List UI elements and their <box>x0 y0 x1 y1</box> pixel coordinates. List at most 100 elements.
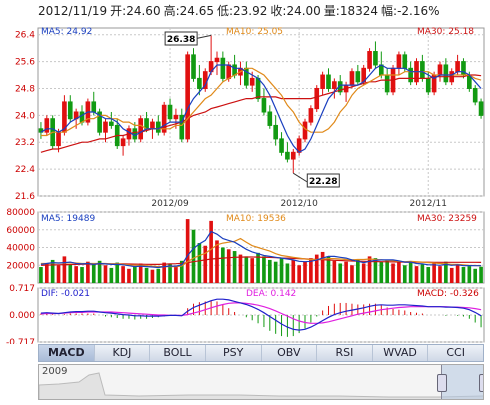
volume-legend-ma5: MA5: 19489 <box>41 214 95 224</box>
candle-up <box>185 54 190 140</box>
candle-down <box>273 124 278 140</box>
volume-bar-down <box>285 263 290 283</box>
candle-down <box>232 64 237 76</box>
candle-down <box>267 111 273 126</box>
price-y-tick: 23.2 <box>15 138 35 148</box>
volume-bar-down <box>68 264 73 283</box>
candle-down <box>144 118 149 130</box>
volume-bar-down <box>473 268 478 283</box>
tab-cci[interactable]: CCI <box>446 346 465 359</box>
volume-bar-down <box>97 260 102 283</box>
volume-bar-up <box>86 261 90 283</box>
tab-psy[interactable]: PSY <box>206 345 262 361</box>
candle-down <box>167 104 173 120</box>
candle-up <box>396 54 402 69</box>
macd-y-tick: -0.717 <box>6 338 35 344</box>
volume-bar-up <box>150 269 155 283</box>
price-panel-frame <box>37 27 485 197</box>
volume-bar-up <box>226 249 231 283</box>
x-tick-label: 2012/11 <box>410 199 447 209</box>
volume-bar-down <box>221 247 225 283</box>
volume-bar-up <box>455 265 460 283</box>
candle-up <box>44 118 50 133</box>
navigator-window[interactable] <box>437 365 483 399</box>
price-y-tick: 24.0 <box>15 111 35 121</box>
candle-up <box>302 121 308 140</box>
quote-header: 2012/11/19 开:24.60 高:24.65 低:23.92 收:24.00 量:… <box>0 0 490 22</box>
volume-bar-up <box>44 263 49 283</box>
candle-down <box>402 54 408 69</box>
candle-up <box>349 71 355 86</box>
tab-rsi[interactable]: RSI <box>317 345 373 361</box>
high-annotation-box <box>164 31 198 46</box>
volume-bar-up <box>215 240 219 283</box>
macd-legend-macd: MACD: -0.326 <box>417 289 479 299</box>
low-value: 23.92 <box>233 4 268 18</box>
navigator-left-handle[interactable] <box>437 374 447 392</box>
volume-bar-up <box>397 260 401 283</box>
candle-up <box>332 81 337 89</box>
candle-down <box>478 101 484 116</box>
tab-macd[interactable]: MACD <box>39 345 95 361</box>
volume-bar-up <box>320 251 325 283</box>
candle-down <box>91 101 97 113</box>
candle-up <box>161 104 167 133</box>
volume-bar-down <box>356 259 360 283</box>
volume-bar-down <box>144 267 149 283</box>
volume-bar-up <box>103 265 108 283</box>
candle-down <box>261 98 267 113</box>
open-label: 开: <box>110 4 127 18</box>
price-ma5-line <box>40 64 482 154</box>
low-label: 低: <box>216 4 234 18</box>
volume-bar-up <box>121 266 125 283</box>
tab-kdj[interactable]: KDJ <box>95 345 151 361</box>
price-legend-ma5: MA5: 24.92 <box>41 27 92 37</box>
volume-bar-down <box>402 265 407 283</box>
volume-bar-up <box>127 268 131 283</box>
navigator-right-handle[interactable] <box>479 374 483 392</box>
volume-bar-up <box>185 219 190 283</box>
tab-obv[interactable]: OBV <box>262 345 318 361</box>
price-y-tick: 26.4 <box>15 31 35 41</box>
candle-down <box>109 121 114 126</box>
tab-boll[interactable]: BOLL <box>150 345 206 361</box>
candle-up <box>308 108 314 123</box>
candle-down <box>155 121 161 133</box>
volume-bar-up <box>250 258 255 283</box>
volume-bar-up <box>74 266 78 283</box>
volume-bar-down <box>326 256 331 283</box>
tab-wvad[interactable]: WVAD <box>373 345 429 361</box>
volume-bar-down <box>385 259 389 283</box>
change-label: 幅: <box>381 4 398 18</box>
candle-down <box>355 71 361 83</box>
x-tick-label: 2012/10 <box>280 199 318 209</box>
candle-down <box>79 111 85 123</box>
volume-bar-down <box>191 229 196 283</box>
volume-bar-up <box>303 261 307 283</box>
volume-y-tick: 60000 <box>6 226 35 236</box>
volume-bar-down <box>279 258 284 283</box>
volume-bar-down <box>408 262 413 283</box>
volume-bar-down <box>133 267 137 283</box>
price-ma10-line <box>40 67 482 137</box>
volume-bar-up <box>432 263 436 283</box>
volume-bar-up <box>138 263 143 283</box>
candle-up <box>173 114 179 120</box>
candle-down <box>472 87 478 103</box>
range-navigator[interactable]: 2009 <box>38 364 484 400</box>
candle-up <box>120 138 126 147</box>
volume-bar-down <box>244 256 249 283</box>
volume-bar-down <box>39 267 43 283</box>
volume-bar-down <box>168 264 172 283</box>
candle-down <box>408 67 413 83</box>
candle-up <box>150 121 155 130</box>
candle-down <box>285 151 290 160</box>
candle-down <box>255 77 261 100</box>
high-value: 24.65 <box>179 4 214 18</box>
volume-y-tick: 40000 <box>6 244 35 254</box>
price-y-tick: 21.6 <box>15 192 35 202</box>
chart-canvas[interactable]: 26.4 25.6 24.8 24.0 23.2 22.4 21.6 2012/09 2012/… <box>0 0 490 344</box>
volume-bar-down <box>420 264 425 283</box>
volume-bar-down <box>267 259 272 283</box>
